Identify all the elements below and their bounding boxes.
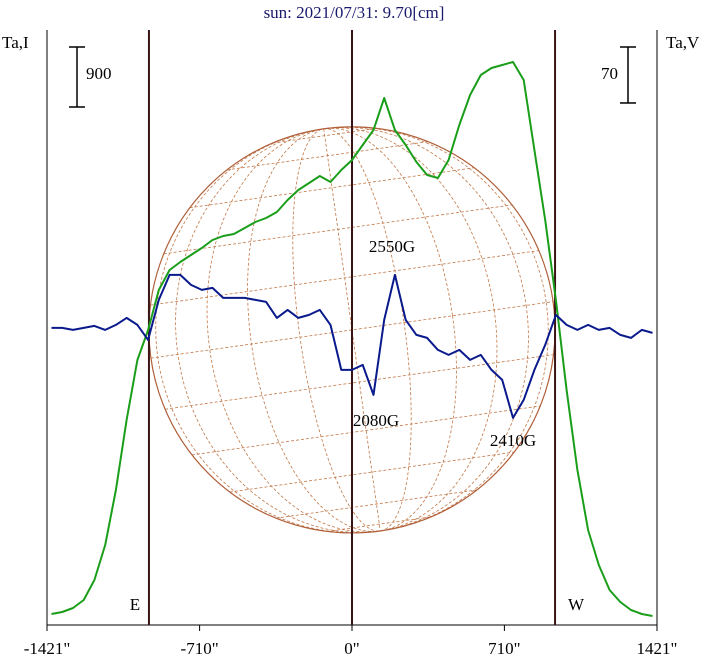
parallel xyxy=(272,127,377,144)
y-axis-label: Ta,I xyxy=(2,33,29,52)
x-tick-label: 0" xyxy=(344,639,359,658)
parallel xyxy=(327,516,432,532)
parallel xyxy=(165,354,554,410)
parallel xyxy=(229,451,515,493)
series-line xyxy=(51,273,653,419)
x-tick-label: 1421" xyxy=(637,639,678,658)
y2-axis-label: Ta,V xyxy=(666,33,700,52)
parallel xyxy=(150,301,554,359)
annotation: 2410G xyxy=(490,431,536,450)
parallel xyxy=(150,250,539,306)
meridian xyxy=(323,128,381,532)
parallel xyxy=(226,141,429,171)
v-scale-bar-label: 70 xyxy=(601,64,618,83)
limb-label: E xyxy=(130,595,140,614)
x-tick-label: -1421" xyxy=(24,639,71,658)
parallel xyxy=(189,167,475,209)
i-scale-bar-label: 900 xyxy=(86,64,112,83)
x-tick-label: -710" xyxy=(181,639,219,658)
annotation: 2080G xyxy=(353,411,399,430)
x-tick-label: 710" xyxy=(488,639,520,658)
annotation: 2550G xyxy=(369,237,415,256)
series-line xyxy=(51,61,653,617)
parallel xyxy=(275,489,478,519)
parallel xyxy=(191,405,541,456)
limb-label: W xyxy=(568,595,585,614)
chart-title: sun: 2021/07/31: 9.70[cm] xyxy=(264,3,445,22)
parallel xyxy=(163,204,513,255)
